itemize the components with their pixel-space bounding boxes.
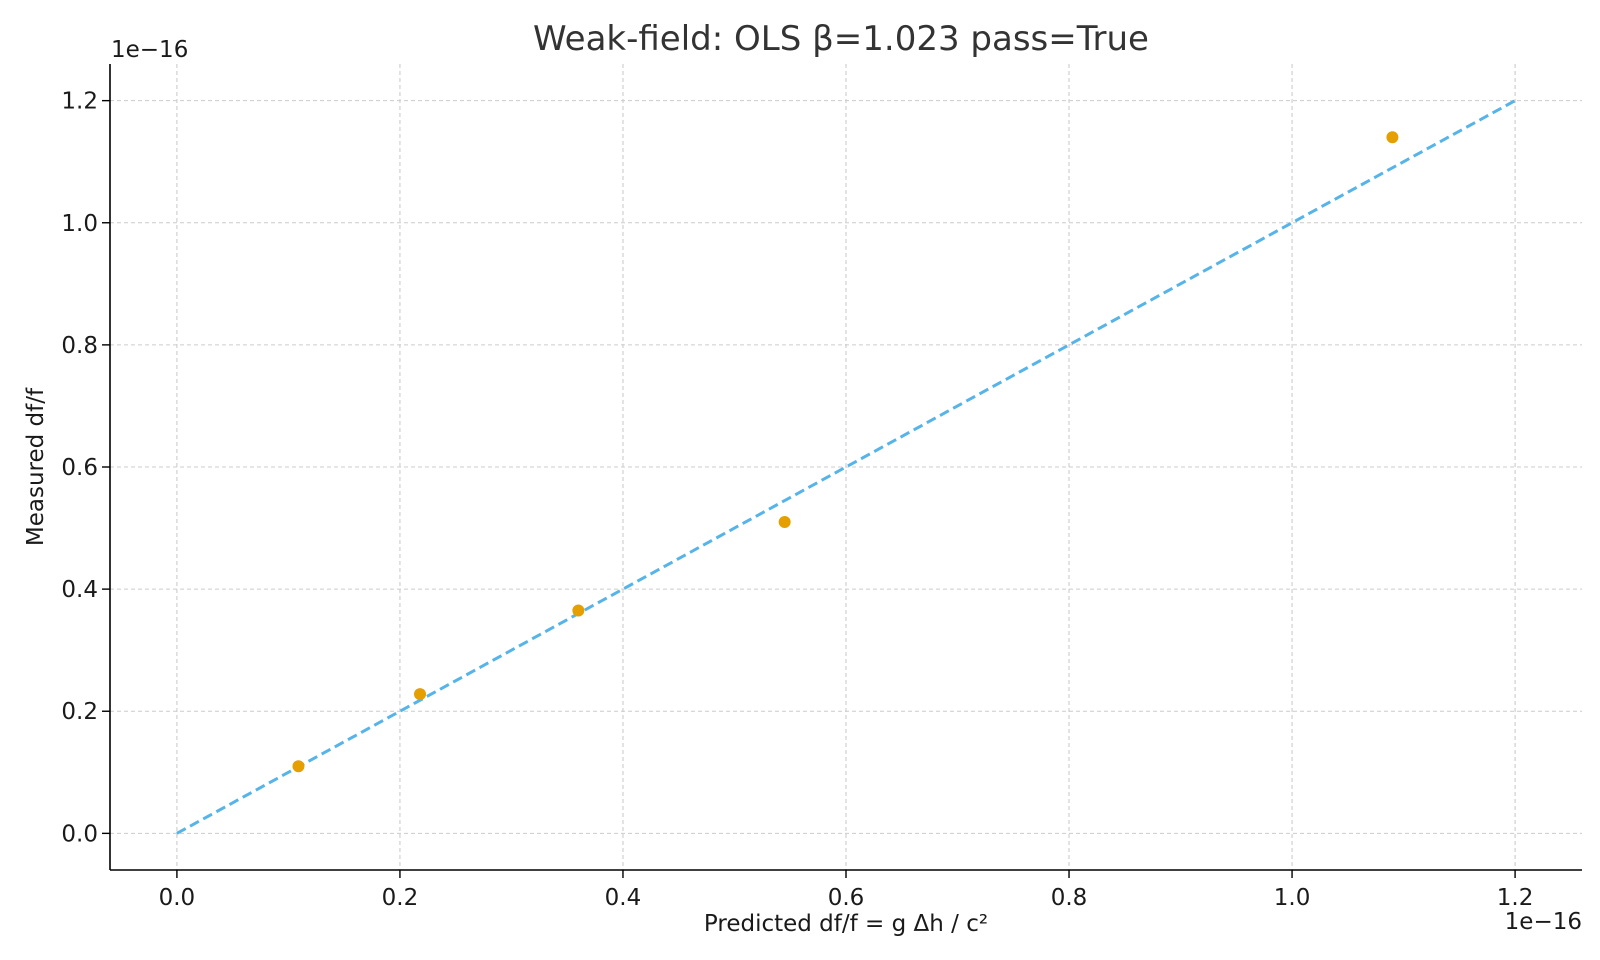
chart-title: Weak-field: OLS β=1.023 pass=True	[533, 19, 1149, 59]
x-offset-label: 1e−16	[1505, 909, 1582, 935]
grid	[110, 64, 1582, 870]
y-tick-label: 0.2	[61, 699, 98, 725]
y-tick-label: 0.8	[61, 333, 98, 359]
data-point	[414, 688, 427, 701]
x-axis-label: Predicted df/f = g Δh / c²	[704, 911, 988, 937]
y-axis-label: Measured df/f	[23, 387, 49, 546]
y-tick-label: 0.0	[61, 821, 98, 847]
y-ticks: 0.0 0.2 0.4 0.6 0.8 1.0 1.2	[61, 89, 110, 847]
x-tick-label: 1.2	[1497, 885, 1534, 911]
data-point	[292, 760, 305, 773]
series	[176, 99, 1516, 835]
y-tick-label: 1.0	[61, 211, 98, 237]
x-tick-label: 0.2	[382, 885, 419, 911]
y-tick-label: 0.6	[61, 455, 98, 481]
x-tick-label: 0.6	[828, 885, 865, 911]
y-tick-label: 1.2	[61, 89, 98, 115]
x-tick-label: 0.0	[159, 885, 196, 911]
x-ticks: 0.0 0.2 0.4 0.6 0.8 1.0 1.2	[159, 870, 1534, 911]
y-tick-label: 0.4	[61, 577, 98, 603]
x-tick-label: 0.8	[1051, 885, 1088, 911]
data-point	[1386, 131, 1399, 144]
data-point	[778, 515, 791, 528]
x-tick-label: 0.4	[605, 885, 642, 911]
y-offset-label: 1e−16	[111, 37, 188, 63]
data-point	[572, 604, 585, 617]
x-tick-label: 1.0	[1274, 885, 1311, 911]
